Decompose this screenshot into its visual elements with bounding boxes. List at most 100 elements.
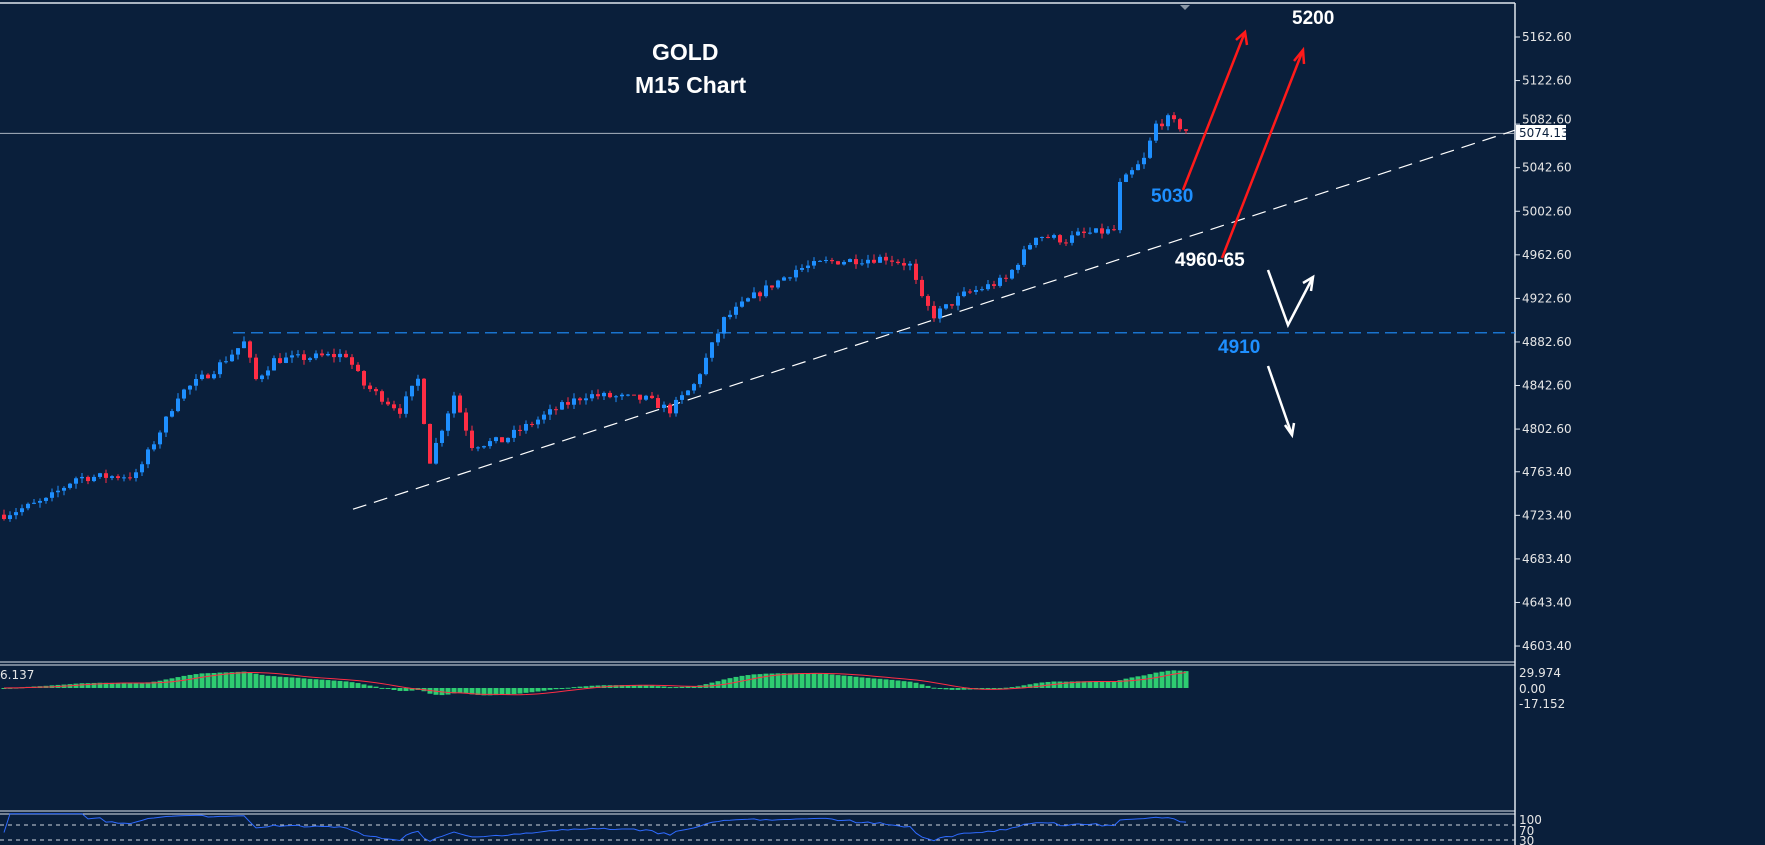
- macd-histogram-bar: [637, 685, 643, 688]
- candle-bearish: [302, 354, 306, 360]
- candle-bearish: [1004, 277, 1008, 279]
- macd-histogram-bar: [349, 682, 355, 688]
- candle-bearish: [926, 296, 930, 306]
- candle-bullish: [404, 396, 408, 414]
- candle-bearish: [836, 261, 840, 265]
- candle-bullish: [158, 432, 162, 445]
- candle-bullish: [998, 277, 1002, 286]
- candle-bullish: [974, 289, 978, 292]
- candle-bullish: [866, 259, 870, 264]
- candle-bearish: [428, 423, 432, 464]
- macd-histogram-bar: [1123, 678, 1129, 688]
- macd-histogram-bar: [1177, 670, 1183, 688]
- candle-bullish: [938, 308, 942, 319]
- candle-bearish: [830, 260, 834, 262]
- candle-bearish: [392, 404, 396, 409]
- candle-bullish: [8, 515, 12, 520]
- macd-histogram-bar: [223, 672, 229, 688]
- macd-histogram-bar: [217, 672, 223, 688]
- red-arrow-up-1: [1181, 29, 1249, 191]
- candle-bullish: [908, 263, 912, 266]
- candle-bearish: [638, 394, 642, 400]
- candle-bullish: [824, 260, 828, 262]
- macd-histogram-bar: [289, 677, 295, 688]
- macd-histogram-bar: [799, 673, 805, 688]
- candle-bearish: [566, 402, 570, 405]
- macd-histogram-bar: [835, 675, 841, 688]
- candle-bearish: [278, 358, 282, 363]
- candle-bullish: [584, 398, 588, 401]
- candle-bearish: [206, 374, 210, 379]
- candle-bullish: [524, 423, 528, 431]
- macd-histogram-bar: [655, 686, 661, 688]
- macd-histogram-bar: [391, 688, 397, 690]
- candle-bullish: [674, 399, 678, 414]
- candle-bullish: [1016, 264, 1020, 270]
- candle-bullish: [434, 442, 438, 464]
- candle-bullish: [614, 396, 618, 398]
- price-tick-label: 5042.60: [1522, 161, 1572, 175]
- macd-histogram-bar: [925, 685, 931, 688]
- macd-histogram-bar: [79, 683, 85, 688]
- rsi-line: [3, 813, 1187, 842]
- candle-bullish: [812, 261, 816, 266]
- candle-bullish: [788, 277, 792, 279]
- current-price-label: 5074.13: [1519, 126, 1569, 140]
- candle-bullish: [1118, 181, 1122, 231]
- price-tick-label: 4842.60: [1522, 379, 1572, 393]
- macd-histogram-bar: [739, 675, 745, 688]
- candle-bearish: [368, 385, 372, 390]
- macd-histogram-bar: [577, 686, 583, 688]
- macd-histogram-bar: [373, 686, 379, 688]
- candle-bullish: [698, 374, 702, 385]
- trendline: [352, 129, 1516, 510]
- candle-bearish: [758, 292, 762, 297]
- red-arrow-up-2: [1220, 46, 1306, 259]
- macd-histogram-bar: [103, 682, 109, 688]
- macd-histogram-bar: [337, 680, 343, 688]
- macd-histogram-bar: [613, 685, 619, 688]
- candle-bullish: [416, 378, 420, 386]
- macd-histogram-bar: [1153, 672, 1159, 688]
- chart-shift-marker[interactable]: [1180, 5, 1190, 10]
- macd-histogram-bar: [1111, 681, 1117, 688]
- macd-histogram-bar: [343, 681, 349, 688]
- price-tick-label: 4603.40: [1522, 639, 1572, 653]
- macd-histogram-bar: [625, 685, 631, 688]
- candle-bullish: [122, 477, 126, 479]
- candle-bullish: [200, 374, 204, 380]
- candle-bearish: [374, 389, 378, 392]
- macd-histogram-bar: [643, 685, 649, 688]
- white-arrow-down: [1266, 365, 1296, 439]
- macd-histogram-bar: [505, 688, 511, 695]
- macd-histogram-bar: [139, 683, 145, 688]
- candle-bullish: [98, 473, 102, 477]
- candle-bearish: [248, 341, 252, 358]
- candle-bullish: [410, 385, 414, 397]
- rsi-tick-30: 30: [1519, 834, 1534, 845]
- price-tick-label: 4723.40: [1522, 508, 1572, 522]
- macd-histogram-bar: [1009, 687, 1015, 689]
- candle-bearish: [932, 305, 936, 319]
- macd-histogram-bar: [115, 682, 121, 688]
- candle-bullish: [488, 441, 492, 447]
- macd-histogram-bar: [1129, 677, 1135, 688]
- candle-bullish: [182, 389, 186, 399]
- macd-histogram-bar: [913, 682, 919, 688]
- candle-bearish: [518, 429, 522, 431]
- candle-bearish: [650, 395, 654, 399]
- rsi-panel: [0, 813, 1515, 842]
- candle-bullish: [80, 476, 84, 479]
- macd-histogram-bar: [271, 676, 277, 688]
- macd-histogram-bar: [385, 688, 391, 690]
- candle-bullish: [314, 353, 318, 359]
- candle-bullish: [170, 411, 174, 417]
- candle-bullish: [716, 333, 720, 343]
- candle-bullish: [794, 269, 798, 278]
- macd-histogram-bar: [481, 688, 487, 696]
- candle-bearish: [458, 395, 462, 413]
- candle-bearish: [1100, 228, 1104, 234]
- macd-histogram-bar: [313, 679, 319, 688]
- macd-histogram-bar: [1063, 681, 1069, 688]
- macd-histogram-bar: [895, 680, 901, 688]
